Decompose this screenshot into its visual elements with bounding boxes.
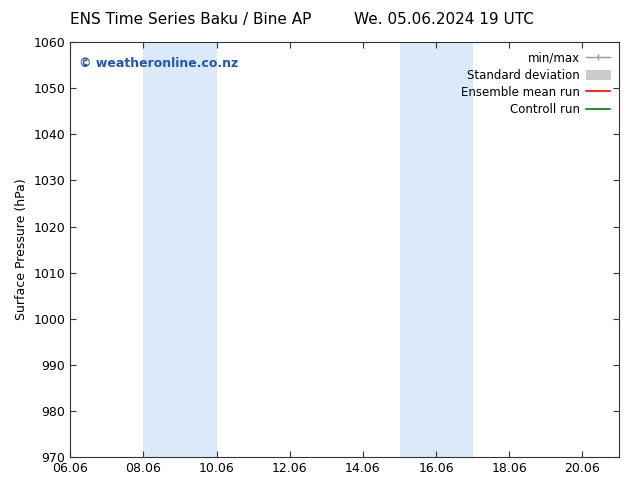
Bar: [143, 42, 217, 457]
Text: ENS Time Series Baku / Bine AP: ENS Time Series Baku / Bine AP: [70, 12, 311, 27]
Text: © weatheronline.co.nz: © weatheronline.co.nz: [79, 56, 238, 70]
Text: We. 05.06.2024 19 UTC: We. 05.06.2024 19 UTC: [354, 12, 534, 27]
Legend: min/max, Standard deviation, Ensemble mean run, Controll run: min/max, Standard deviation, Ensemble me…: [458, 48, 613, 120]
Bar: [399, 42, 473, 457]
Y-axis label: Surface Pressure (hPa): Surface Pressure (hPa): [15, 179, 28, 320]
